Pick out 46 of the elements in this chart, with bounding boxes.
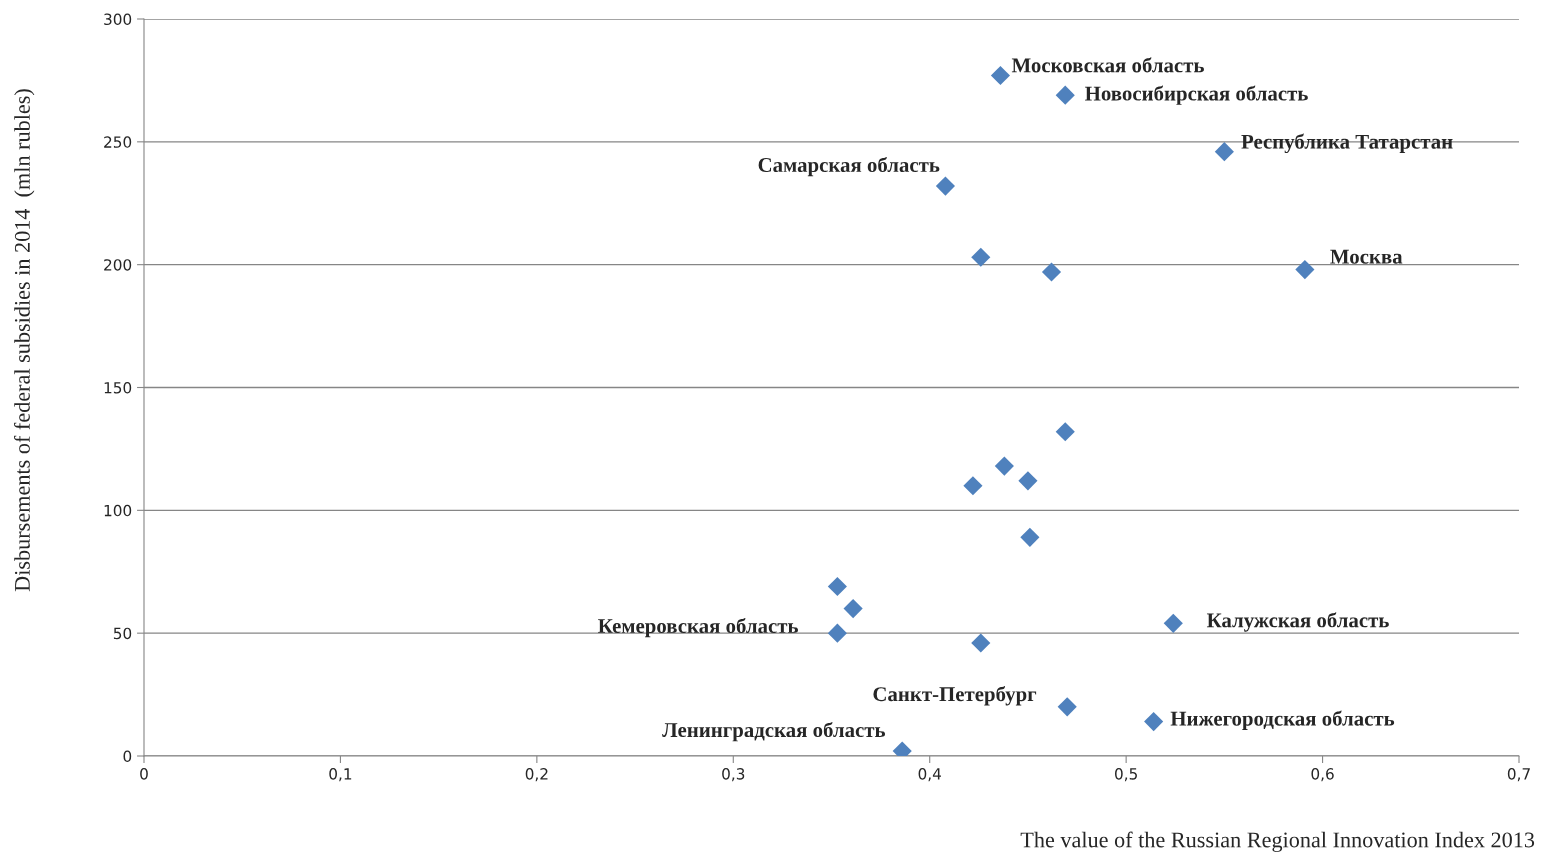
- point: [1163, 613, 1183, 633]
- point: [1057, 697, 1077, 717]
- point: [994, 456, 1014, 476]
- point: [827, 623, 847, 643]
- point: [843, 599, 863, 619]
- point: [1055, 85, 1075, 105]
- y-tick-label: 250: [104, 136, 132, 148]
- x-tick-label: 0,4: [918, 768, 942, 782]
- annotation: Ленинградская область: [662, 721, 886, 742]
- annotation: Калужская область: [1206, 612, 1389, 632]
- y-tick-label: 100: [104, 504, 132, 517]
- x-tick-label: 0: [140, 768, 148, 780]
- x-tick-label: 0,1: [329, 768, 352, 782]
- y-tick-label: 150: [104, 381, 132, 394]
- annotation: Нижегородская область: [1170, 710, 1395, 730]
- y-tick-label: 300: [104, 13, 132, 26]
- point: [990, 65, 1010, 86]
- annotation: Самарская область: [758, 156, 940, 177]
- point: [963, 476, 983, 496]
- point: [1144, 712, 1164, 732]
- point: [971, 247, 991, 267]
- x-axis-title: The value of the Russian Regional Innovation Index 2013: [1020, 831, 1535, 852]
- y-tick-label: 200: [104, 259, 132, 271]
- x-tick-label: 0,3: [722, 768, 745, 782]
- point: [935, 176, 955, 196]
- annotation: Новосибирская область: [1085, 85, 1308, 105]
- x-tick-label: 0,6: [1311, 768, 1334, 782]
- annotation: Санкт-Петербург: [873, 686, 1037, 706]
- point: [827, 576, 847, 597]
- x-tick-label: 0,7: [1507, 768, 1530, 782]
- annotation: Кемеровская область: [598, 617, 798, 638]
- point: [1041, 262, 1062, 282]
- point: [1018, 471, 1038, 491]
- y-axis-title: Disbursements of federal subsidies in 2014 (mln rubles): [14, 89, 35, 592]
- annotation: Московская область: [1011, 57, 1204, 73]
- x-tick-label: 0,5: [1115, 768, 1137, 782]
- x-tick-label: 0,2: [525, 768, 548, 782]
- annotation: Москва: [1330, 249, 1403, 264]
- annotation: Республика Татарстан: [1241, 133, 1453, 154]
- point: [1020, 527, 1040, 547]
- point: [1214, 142, 1234, 162]
- y-tick-label: 0: [123, 750, 132, 763]
- y-tick-label: 50: [113, 627, 132, 640]
- point: [1055, 422, 1075, 442]
- point: [971, 633, 991, 653]
- point: [1295, 260, 1315, 280]
